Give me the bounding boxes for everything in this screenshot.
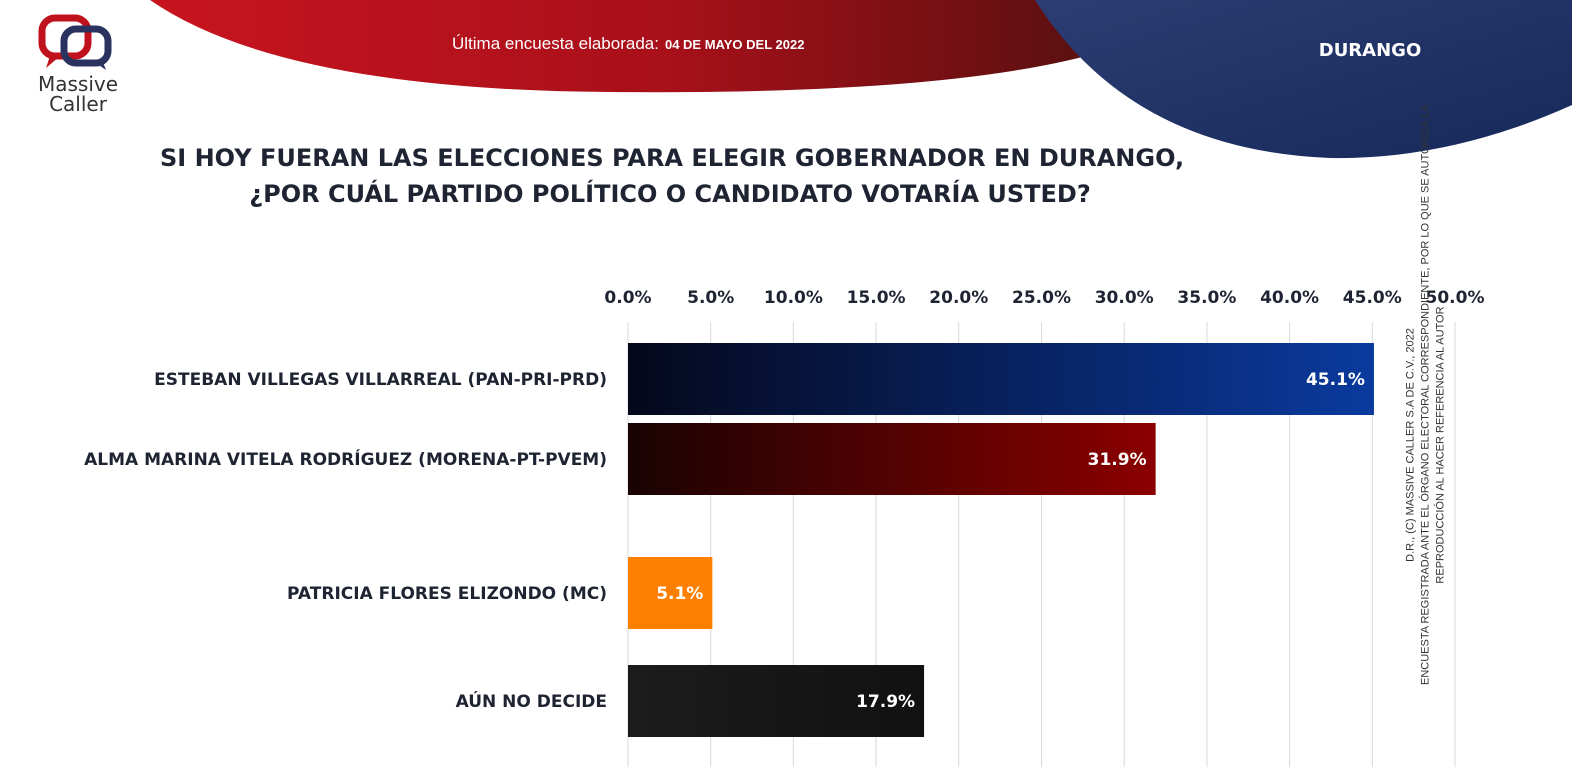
category-label: ESTEBAN VILLEGAS VILLARREAL (PAN-PRI-PRD… xyxy=(154,370,607,390)
x-tick-label: 35.0% xyxy=(1177,288,1236,308)
brand-name-line1: Massive xyxy=(37,72,119,96)
category-label: ALMA MARINA VITELA RODRÍGUEZ (MORENA-PT-… xyxy=(84,448,607,470)
bar xyxy=(628,423,1156,495)
bar-value-label: 31.9% xyxy=(1088,450,1147,470)
bar-value-label: 45.1% xyxy=(1306,370,1365,390)
category-label: AÚN NO DECIDE xyxy=(456,690,607,712)
x-tick-label: 40.0% xyxy=(1260,288,1319,308)
red-header-shape xyxy=(150,0,1090,93)
x-tick-label: 10.0% xyxy=(764,288,823,308)
category-label: PATRICIA FLORES ELIZONDO (MC) xyxy=(287,584,607,604)
question-line2: ¿POR CUÁL PARTIDO POLÍTICO O CANDIDATO V… xyxy=(249,180,1091,208)
survey-label: Última encuesta elaborada: xyxy=(452,34,659,53)
x-tick-label: 20.0% xyxy=(929,288,988,308)
bar xyxy=(628,557,713,629)
chart-question: SI HOY FUERAN LAS ELECCIONES PARA ELEGIR… xyxy=(160,140,1185,212)
x-tick-label: 25.0% xyxy=(1012,288,1071,308)
chat-bubbles-icon xyxy=(38,14,112,70)
bar xyxy=(628,665,925,737)
x-tick-label: 50.0% xyxy=(1426,288,1485,308)
x-tick-label: 0.0% xyxy=(604,288,651,308)
copyright-line3: REPRODUCCIÓN AL HACER REFERENCIA AL AUTO… xyxy=(1434,306,1447,584)
bar-value-label: 5.1% xyxy=(656,584,703,604)
copyright-line2: ENCUESTA REGISTRADA ANTE EL ÓRGANO ELECT… xyxy=(1419,104,1432,686)
massive-caller-logo: Massive Caller xyxy=(28,14,128,124)
state-name: DURANGO xyxy=(1318,40,1422,61)
x-tick-label: 45.0% xyxy=(1343,288,1402,308)
x-tick-label: 5.0% xyxy=(687,288,734,308)
question-line1: SI HOY FUERAN LAS ELECCIONES PARA ELEGIR… xyxy=(160,144,1185,172)
brand-name-line2: Caller xyxy=(49,92,107,116)
navy-header-shape xyxy=(1035,0,1572,159)
x-tick-label: 15.0% xyxy=(847,288,906,308)
bar-chart: 0.0% 5.0% 10.0% 15.0% 20.0% 25.0% 30.0% 35.0% 40… xyxy=(84,288,1485,767)
copyright-note: D.R., (C) MASSIVE CALLER S.A DE C.V., 20… xyxy=(1404,104,1449,686)
copyright-line1: D.R., (C) MASSIVE CALLER S.A DE C.V., 20… xyxy=(1404,328,1417,562)
survey-info: Última encuesta elaborada: 04 DE MAYO DEL… xyxy=(452,34,804,54)
x-tick-label: 30.0% xyxy=(1095,288,1154,308)
survey-date: 04 DE MAYO DEL 2022 xyxy=(664,37,805,52)
bar xyxy=(628,343,1374,415)
bar-value-label: 17.9% xyxy=(856,692,915,712)
